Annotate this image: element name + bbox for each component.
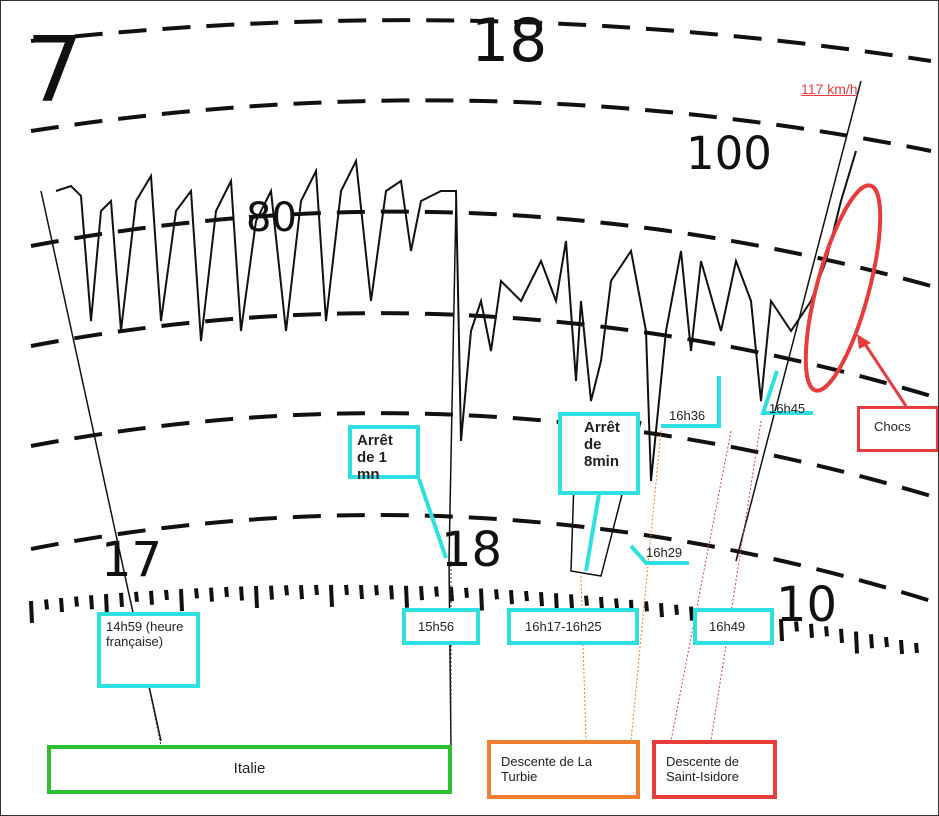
scale-tick xyxy=(181,589,182,611)
scale-tick xyxy=(616,598,617,608)
time-label: 16h29 xyxy=(646,545,682,560)
dial-number: 80 xyxy=(246,195,297,241)
scale-tick xyxy=(46,599,47,609)
scale-tick xyxy=(226,587,227,597)
scale-tick xyxy=(541,592,542,606)
scale-tick xyxy=(31,601,32,623)
scale-tick xyxy=(871,634,872,648)
section-box: Descente de La Turbie xyxy=(487,740,640,799)
scale-tick xyxy=(856,632,857,654)
stop-label: Arrêt de 8min xyxy=(558,412,640,495)
stop-label: Arrêt de 1 mn xyxy=(348,425,420,479)
scale-tick xyxy=(121,593,122,607)
dial-number: 100 xyxy=(686,127,772,180)
dial-number: 18 xyxy=(441,522,502,578)
shocks-label: Chocs xyxy=(857,406,939,452)
scale-tick xyxy=(166,590,167,600)
scale-tick xyxy=(76,597,77,607)
scale-tick xyxy=(586,596,587,606)
dial-number: 18 xyxy=(471,6,547,76)
scale-tick xyxy=(421,586,422,600)
dial-number: 10 xyxy=(776,577,837,633)
dial-number: 17 xyxy=(101,532,162,588)
scale-tick xyxy=(271,586,272,600)
scale-tick xyxy=(916,643,917,653)
time-box: 16h49 xyxy=(693,608,774,645)
time-label: 16h36 xyxy=(669,408,705,423)
scale-tick xyxy=(646,601,647,611)
scale-tick xyxy=(691,607,692,621)
dial-number: 7 xyxy=(26,18,83,123)
scale-tick xyxy=(466,588,467,598)
scale-tick xyxy=(256,586,257,608)
speed-trace xyxy=(56,151,856,481)
scale-tick xyxy=(841,629,842,643)
arrow-head xyxy=(857,334,871,349)
time-box: 15h56 xyxy=(402,608,480,645)
page: 7 18 100 80 17 18 10 117 km/h Chocs 16h4… xyxy=(0,0,939,816)
scale-tick xyxy=(661,603,662,617)
scale-tick xyxy=(406,586,407,608)
scale-tick xyxy=(196,588,197,598)
scale-tick xyxy=(391,585,392,599)
scale-tick xyxy=(211,588,212,602)
scale-tick xyxy=(331,585,332,607)
scale-tick xyxy=(436,587,437,597)
max-speed: 117 km/h xyxy=(801,81,858,97)
time-box: 14h59 (heure française) xyxy=(97,612,200,688)
scale-tick xyxy=(901,640,902,654)
time-label: 16h45 xyxy=(769,401,805,416)
section-box: Italie xyxy=(47,745,452,794)
scale-tick xyxy=(241,586,242,600)
section-box: Descente de Saint-Isidore xyxy=(652,740,777,799)
scale-tick xyxy=(361,585,362,599)
scale-tick xyxy=(571,594,572,608)
scale-tick xyxy=(286,585,287,595)
scale-tick xyxy=(511,590,512,604)
scale-tick xyxy=(676,605,677,615)
scale-tick xyxy=(346,585,347,595)
scale-tick xyxy=(316,585,317,595)
scale-tick xyxy=(496,589,497,599)
scale-tick xyxy=(91,595,92,609)
guide-lines xyxy=(131,421,761,746)
scale-tick xyxy=(886,637,887,647)
scale-tick xyxy=(301,585,302,599)
time-box: 16h17-16h25 xyxy=(507,608,639,645)
shock-arrow xyxy=(863,341,906,406)
scale-tick xyxy=(526,591,527,601)
scale-tick xyxy=(376,585,377,595)
scale-tick xyxy=(481,589,482,611)
scale-tick xyxy=(136,592,137,602)
scale-tick xyxy=(151,591,152,605)
scale-tick xyxy=(61,598,62,612)
dashed-arcs xyxy=(31,20,931,601)
